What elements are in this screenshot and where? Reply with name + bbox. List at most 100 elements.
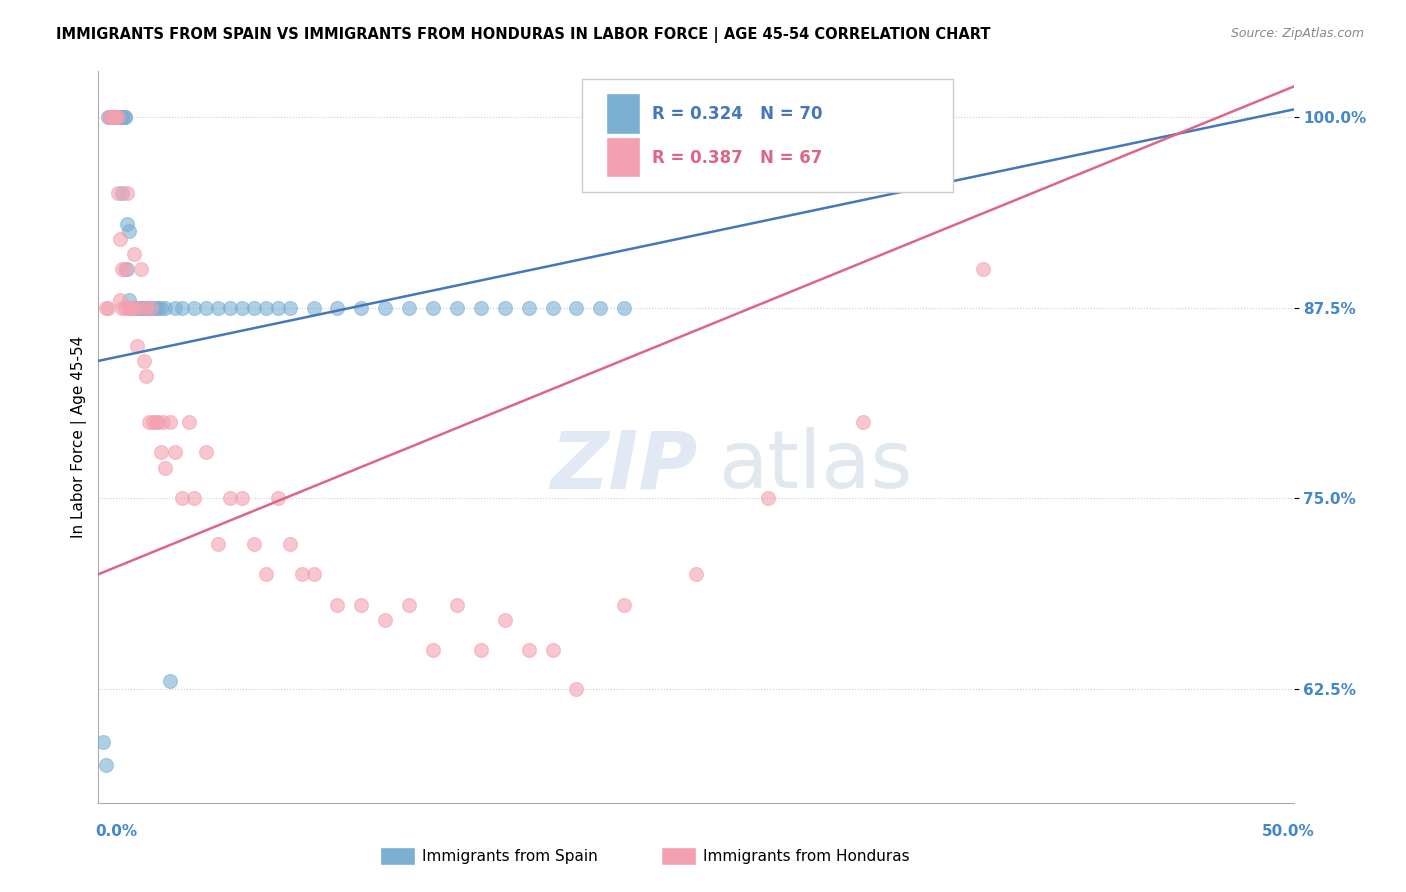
Point bbox=[111, 110, 134, 124]
Point bbox=[107, 110, 129, 124]
Point bbox=[124, 247, 146, 261]
Point bbox=[104, 110, 127, 124]
Point bbox=[114, 262, 136, 277]
Point bbox=[115, 186, 138, 201]
Point bbox=[207, 301, 229, 315]
Point bbox=[398, 598, 420, 612]
Point bbox=[108, 293, 131, 307]
Point bbox=[111, 110, 134, 124]
Point bbox=[132, 354, 155, 368]
Point bbox=[98, 110, 122, 124]
Point bbox=[183, 301, 205, 315]
Point bbox=[446, 301, 468, 315]
Point bbox=[470, 301, 492, 315]
Point bbox=[138, 415, 160, 429]
FancyBboxPatch shape bbox=[582, 78, 953, 192]
Point bbox=[155, 301, 177, 315]
Point bbox=[267, 491, 290, 505]
Point bbox=[517, 301, 540, 315]
Point bbox=[422, 643, 444, 657]
Point bbox=[111, 301, 134, 315]
Point bbox=[111, 262, 134, 277]
Point bbox=[128, 301, 150, 315]
Point bbox=[589, 301, 612, 315]
Point bbox=[231, 301, 253, 315]
Point bbox=[149, 445, 172, 459]
Point bbox=[135, 301, 157, 315]
Point bbox=[145, 301, 167, 315]
Point bbox=[163, 301, 186, 315]
Text: Source: ZipAtlas.com: Source: ZipAtlas.com bbox=[1230, 27, 1364, 40]
Point bbox=[97, 301, 120, 315]
Point bbox=[104, 110, 127, 124]
Point bbox=[278, 537, 301, 551]
Point bbox=[172, 491, 194, 505]
Point bbox=[138, 301, 160, 315]
Point bbox=[104, 110, 127, 124]
Point bbox=[107, 110, 129, 124]
Text: ZIP: ZIP bbox=[551, 427, 697, 506]
Point bbox=[104, 110, 127, 124]
Point bbox=[114, 110, 136, 124]
Point bbox=[124, 301, 146, 315]
Point bbox=[114, 110, 136, 124]
Point bbox=[195, 301, 218, 315]
Point bbox=[124, 301, 146, 315]
Point bbox=[267, 301, 290, 315]
Point bbox=[145, 415, 167, 429]
Point bbox=[517, 643, 540, 657]
Point bbox=[97, 110, 120, 124]
Point bbox=[131, 301, 153, 315]
Point bbox=[422, 301, 444, 315]
Point bbox=[108, 110, 131, 124]
Point bbox=[219, 301, 242, 315]
Point bbox=[114, 301, 136, 315]
Point bbox=[541, 643, 564, 657]
Point bbox=[183, 491, 205, 505]
Point bbox=[685, 567, 707, 582]
Point bbox=[756, 491, 779, 505]
Point bbox=[107, 110, 129, 124]
Point bbox=[121, 301, 143, 315]
Point bbox=[972, 262, 994, 277]
Point bbox=[128, 301, 150, 315]
Point bbox=[111, 186, 134, 201]
Point bbox=[115, 217, 138, 231]
Point bbox=[172, 301, 194, 315]
Point bbox=[98, 110, 122, 124]
Point bbox=[142, 301, 165, 315]
Point bbox=[219, 491, 242, 505]
Point bbox=[163, 445, 186, 459]
Point bbox=[541, 301, 564, 315]
Point bbox=[494, 301, 516, 315]
Point bbox=[115, 262, 138, 277]
Point bbox=[231, 491, 253, 505]
Point bbox=[195, 445, 218, 459]
Point bbox=[94, 757, 117, 772]
Point bbox=[278, 301, 301, 315]
Point bbox=[446, 598, 468, 612]
Point bbox=[124, 301, 146, 315]
Point bbox=[91, 735, 114, 749]
Point bbox=[350, 301, 373, 315]
Point bbox=[326, 598, 349, 612]
Text: R = 0.324   N = 70: R = 0.324 N = 70 bbox=[652, 104, 823, 123]
Text: R = 0.387   N = 67: R = 0.387 N = 67 bbox=[652, 149, 823, 167]
Point bbox=[565, 301, 588, 315]
Point bbox=[125, 338, 148, 352]
Bar bbox=[606, 94, 640, 134]
Point bbox=[152, 415, 174, 429]
Bar bbox=[606, 137, 640, 178]
Point bbox=[139, 301, 162, 315]
Point bbox=[494, 613, 516, 627]
Text: atlas: atlas bbox=[718, 427, 912, 506]
Point bbox=[135, 369, 157, 384]
Point bbox=[852, 415, 875, 429]
Text: IMMIGRANTS FROM SPAIN VS IMMIGRANTS FROM HONDURAS IN LABOR FORCE | AGE 45-54 COR: IMMIGRANTS FROM SPAIN VS IMMIGRANTS FROM… bbox=[56, 27, 991, 43]
Point bbox=[302, 301, 325, 315]
Point bbox=[291, 567, 314, 582]
Y-axis label: In Labor Force | Age 45-54: In Labor Force | Age 45-54 bbox=[72, 336, 87, 538]
Point bbox=[243, 301, 266, 315]
Point bbox=[207, 537, 229, 551]
Point bbox=[135, 301, 157, 315]
